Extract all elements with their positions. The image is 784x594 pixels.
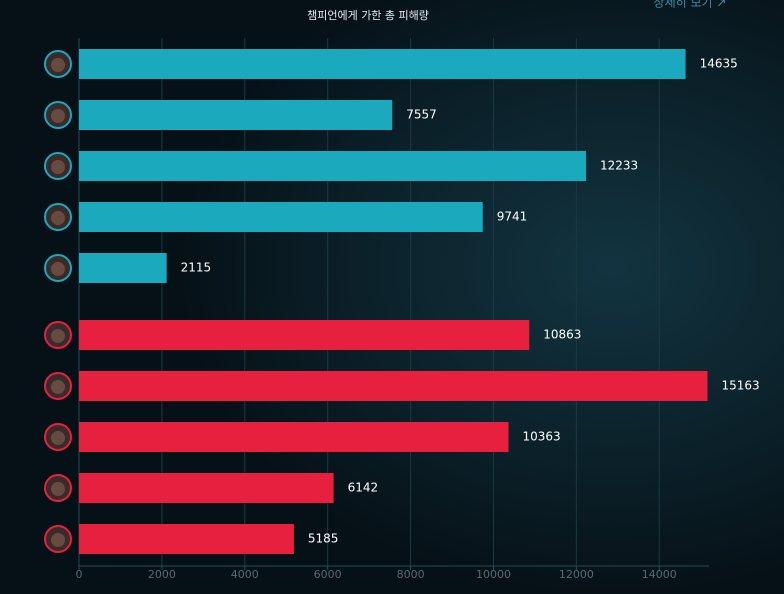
value-label: 5185 bbox=[308, 532, 339, 546]
champion-icon-face bbox=[51, 431, 65, 445]
champion-icon-face bbox=[51, 211, 65, 225]
champion-icon-face bbox=[51, 329, 65, 343]
value-label: 2115 bbox=[181, 261, 212, 275]
x-tick-label: 10000 bbox=[476, 568, 511, 581]
value-label: 6142 bbox=[348, 481, 379, 495]
bar bbox=[79, 371, 708, 401]
x-tick-label: 6000 bbox=[314, 568, 342, 581]
bar bbox=[79, 253, 167, 283]
value-label: 10863 bbox=[543, 328, 581, 342]
bar bbox=[79, 473, 334, 503]
x-tick-label: 12000 bbox=[559, 568, 594, 581]
chart-title: 챔피언에게 가한 총 피해량 bbox=[307, 8, 429, 22]
bar bbox=[79, 422, 509, 452]
bar bbox=[79, 320, 530, 350]
x-tick-label: 0 bbox=[76, 568, 83, 581]
x-tick-label: 14000 bbox=[642, 568, 677, 581]
value-label: 10363 bbox=[523, 430, 561, 444]
champion-icon-face bbox=[51, 58, 65, 72]
bar bbox=[79, 524, 294, 554]
champion-icon-face bbox=[51, 533, 65, 547]
bar bbox=[79, 100, 393, 130]
champion-icon-face bbox=[51, 160, 65, 174]
value-label: 7557 bbox=[406, 108, 437, 122]
champion-icon-face bbox=[51, 109, 65, 123]
bar bbox=[79, 151, 587, 181]
value-label: 12233 bbox=[600, 159, 638, 173]
details-link[interactable]: 상세히 보기 ↗ bbox=[654, 0, 727, 10]
bar bbox=[79, 49, 686, 79]
champion-icon-face bbox=[51, 482, 65, 496]
champion-icon-face bbox=[51, 380, 65, 394]
bar bbox=[79, 202, 483, 232]
champion-icon-face bbox=[51, 262, 65, 276]
x-tick-label: 2000 bbox=[148, 568, 176, 581]
value-label: 14635 bbox=[700, 57, 738, 71]
value-label: 9741 bbox=[497, 210, 528, 224]
x-tick-label: 8000 bbox=[397, 568, 425, 581]
value-label: 15163 bbox=[721, 379, 759, 393]
x-tick-label: 4000 bbox=[231, 568, 259, 581]
